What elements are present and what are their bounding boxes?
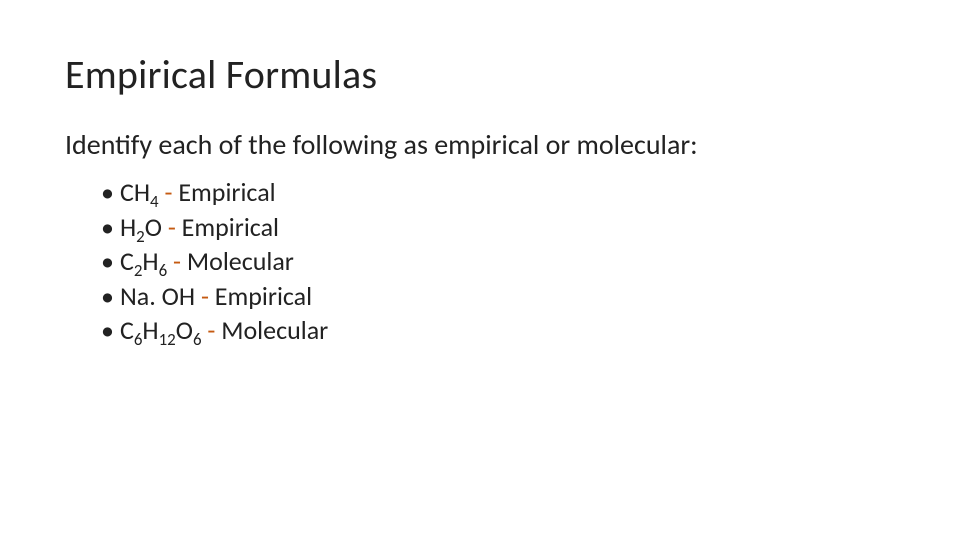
classification-text: Molecular: [221, 314, 328, 346]
bullet-item: •H2O - Empirical: [101, 211, 895, 244]
bullet-item: •C6H12O6 - Molecular: [101, 314, 895, 347]
slide-title: Empirical Formulas: [65, 50, 895, 99]
formula-text: C6H12O6: [120, 314, 202, 346]
dash-separator: -: [173, 245, 187, 277]
bullet-dot-icon: •: [101, 280, 114, 313]
bullet-dot-icon: •: [101, 314, 114, 347]
formula-text: C2H6: [120, 245, 167, 277]
slide: Empirical Formulas Identify each of the …: [0, 0, 960, 540]
bullet-dot-icon: •: [101, 176, 114, 209]
formula-text: H2O: [120, 211, 162, 243]
formula-text: Na. OH: [120, 280, 195, 312]
dash-separator: -: [164, 176, 178, 208]
dash-separator: -: [201, 280, 215, 312]
classification-text: Empirical: [215, 280, 312, 312]
classification-text: Molecular: [187, 245, 294, 277]
dash-separator: -: [207, 314, 221, 346]
bullet-item: •C2H6 - Molecular: [101, 245, 895, 278]
bullet-dot-icon: •: [101, 211, 114, 244]
bullet-list: •CH4 - Empirical•H2O - Empirical•C2H6 - …: [101, 176, 895, 347]
dash-separator: -: [168, 211, 182, 243]
classification-text: Empirical: [178, 176, 275, 208]
formula-text: CH4: [120, 176, 159, 208]
slide-subtitle: Identify each of the following as empiri…: [65, 127, 895, 162]
bullet-item: •Na. OH - Empirical: [101, 280, 895, 313]
bullet-dot-icon: •: [101, 245, 114, 278]
classification-text: Empirical: [182, 211, 279, 243]
bullet-item: •CH4 - Empirical: [101, 176, 895, 209]
